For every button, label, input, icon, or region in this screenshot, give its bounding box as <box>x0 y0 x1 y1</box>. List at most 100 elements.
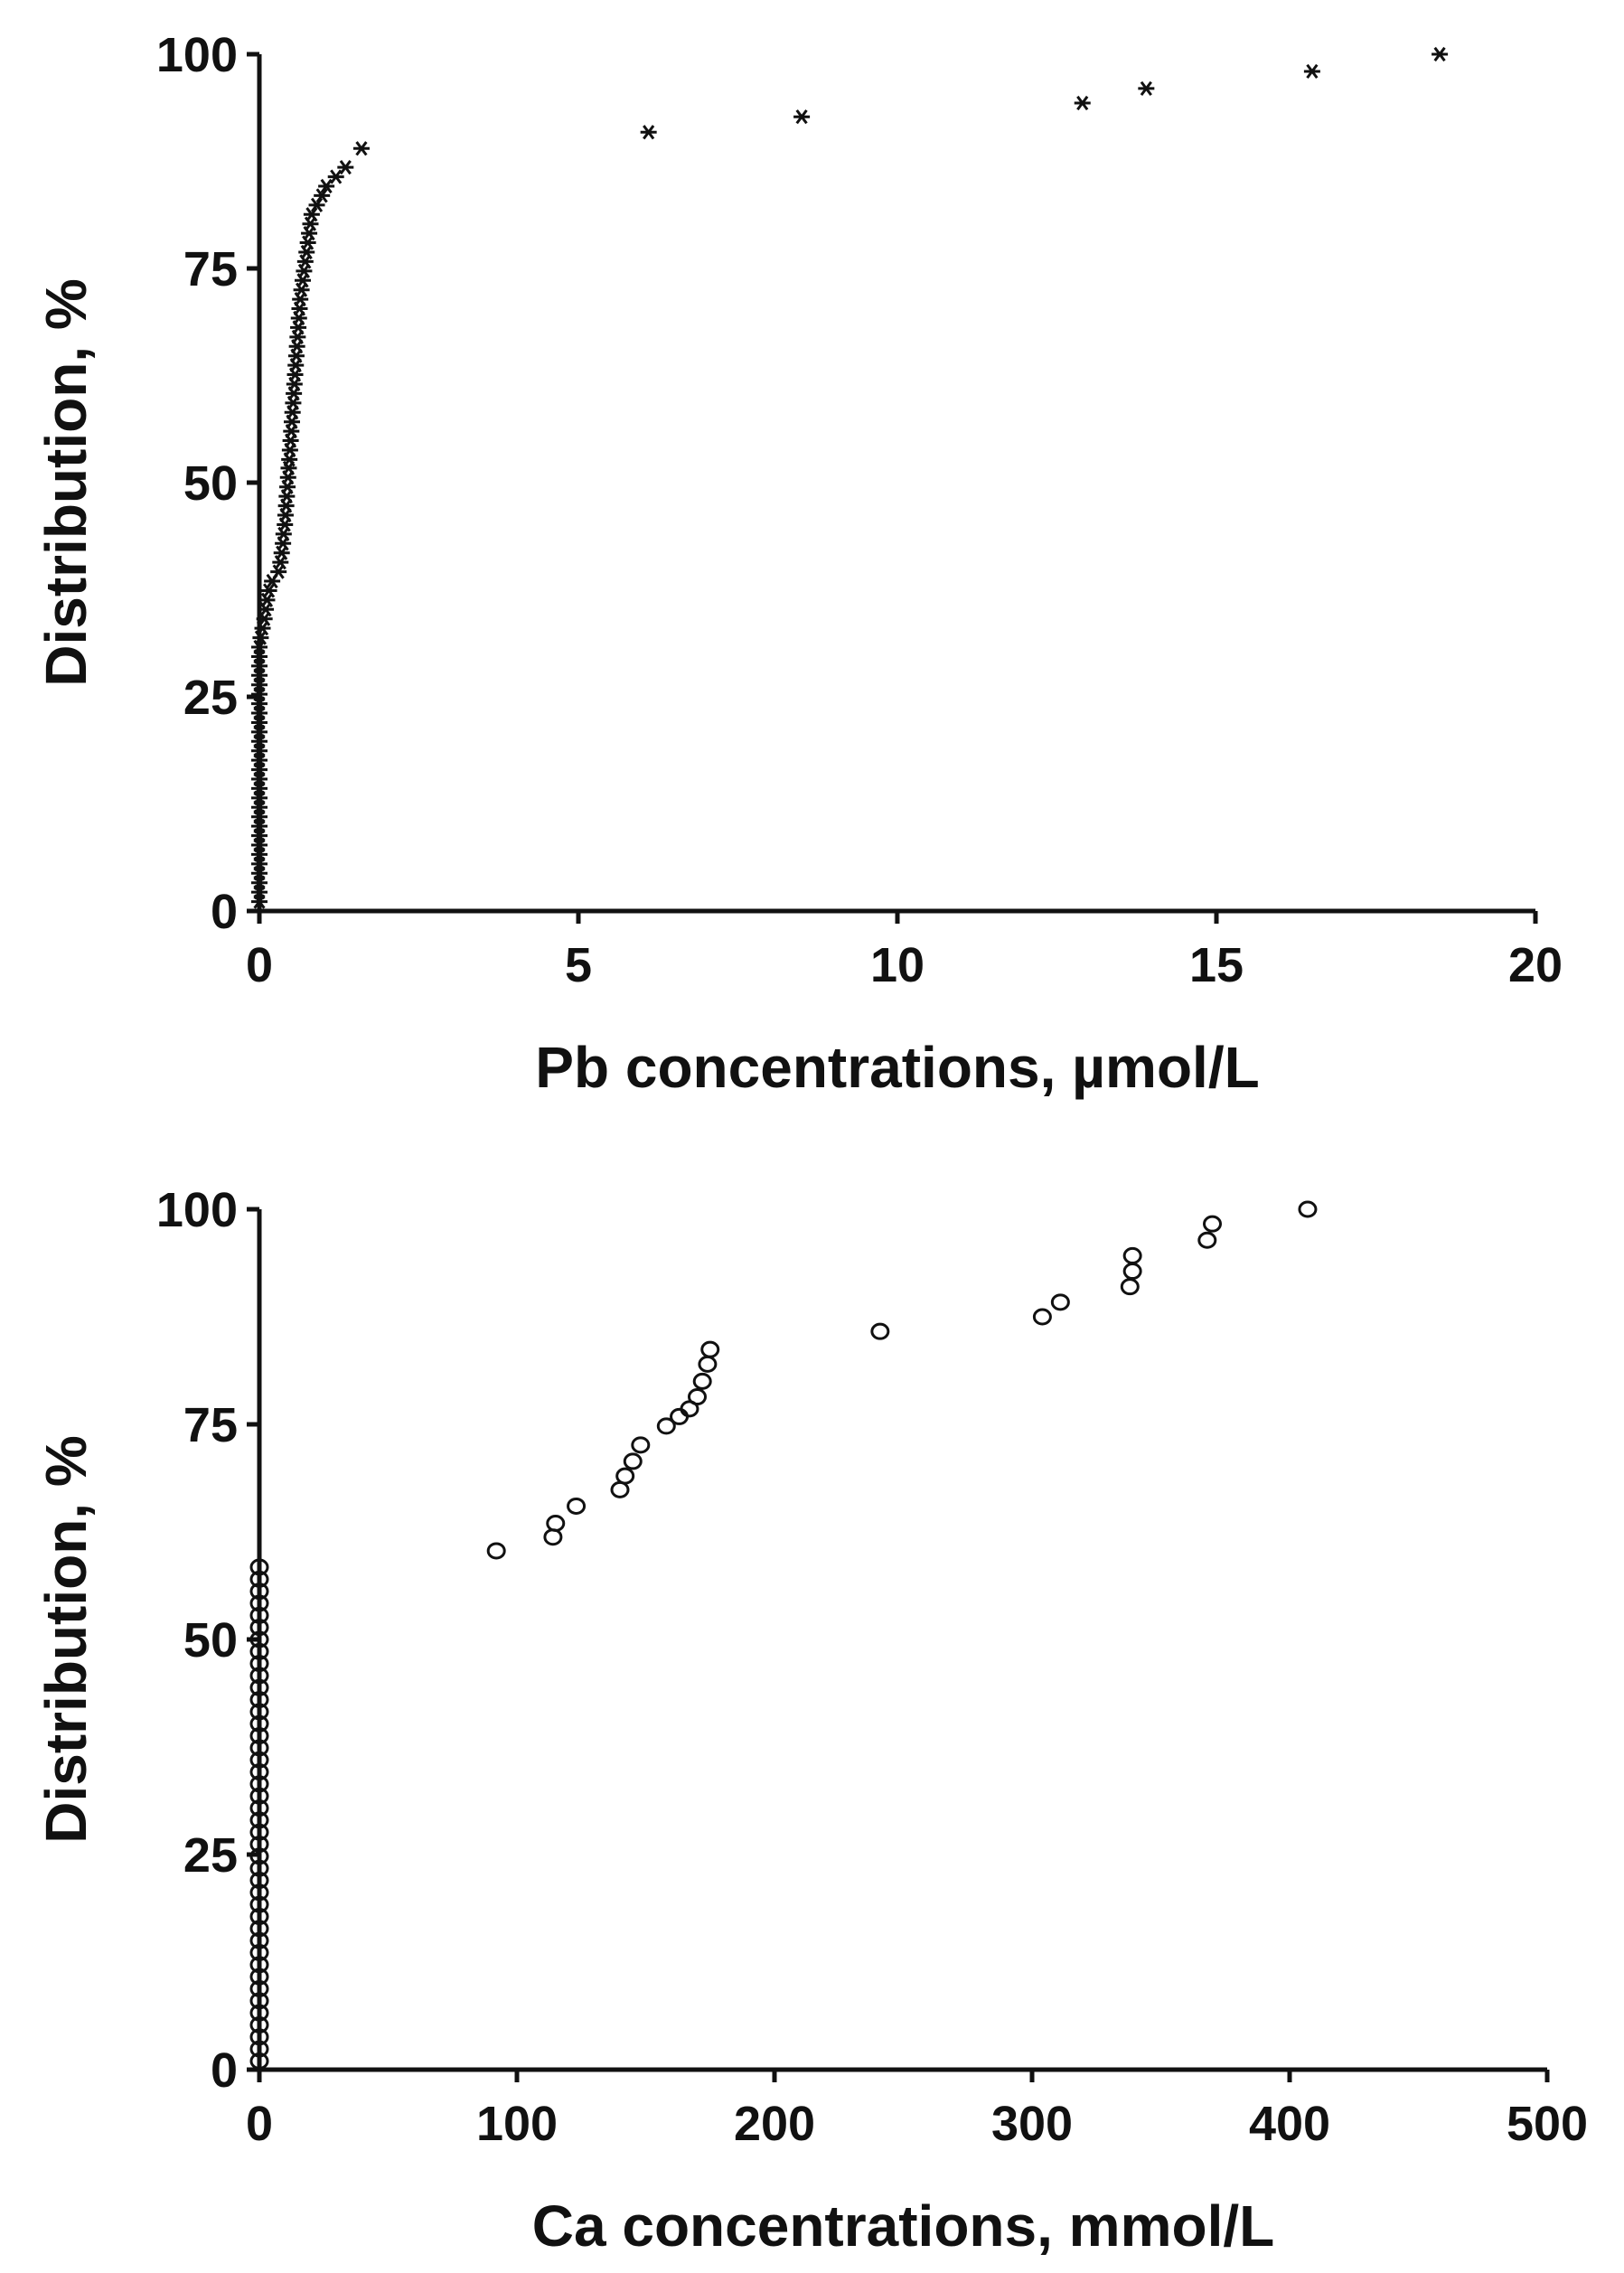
y-tick-label: 25 <box>183 671 238 725</box>
x-tick-label: 5 <box>565 938 592 992</box>
data-point <box>318 178 335 194</box>
y-tick-label: 0 <box>211 2043 238 2098</box>
x-tick-label: 500 <box>1507 2097 1588 2151</box>
data-point <box>249 1583 269 1601</box>
x-tick-label: 15 <box>1189 938 1244 992</box>
x-tick-label: 200 <box>734 2097 815 2151</box>
data-point <box>1050 1293 1070 1311</box>
ca-y-ticks: 0 25 50 75 100 <box>156 1183 259 2098</box>
y-tick-label: 0 <box>211 885 238 939</box>
data-point <box>1138 80 1155 97</box>
data-point <box>1074 95 1091 111</box>
data-point <box>249 1872 269 1890</box>
data-point <box>337 160 354 175</box>
data-point <box>700 1340 720 1358</box>
data-point <box>249 1606 269 1624</box>
data-point <box>249 1727 269 1745</box>
y-tick-label: 75 <box>183 242 238 296</box>
y-tick-label: 50 <box>183 456 238 511</box>
pb-x-axis-title: Pb concentrations, µmol/L <box>535 1035 1259 1100</box>
x-tick-label: 20 <box>1508 938 1563 992</box>
data-point <box>249 1751 269 1769</box>
data-point <box>1122 1246 1142 1264</box>
data-point <box>249 2052 269 2070</box>
data-point <box>656 1417 676 1435</box>
data-point <box>249 1787 269 1805</box>
data-point <box>249 1655 269 1673</box>
data-point <box>249 1847 269 1865</box>
x-tick-label: 0 <box>246 938 273 992</box>
ca-y-axis-title: Distribution, % <box>33 1435 99 1844</box>
pb-points <box>251 46 1449 909</box>
data-point <box>249 1836 269 1854</box>
data-point <box>1197 1231 1217 1249</box>
data-point <box>1203 1215 1222 1233</box>
data-point <box>249 1944 269 1962</box>
x-tick-label: 400 <box>1249 2097 1330 2151</box>
ca-x-ticks: 0 100 200 300 400 500 <box>246 2070 1588 2151</box>
data-point <box>640 125 657 140</box>
x-tick-label: 10 <box>870 938 925 992</box>
data-point <box>870 1322 890 1340</box>
data-point <box>352 141 370 156</box>
data-point <box>688 1388 707 1406</box>
y-tick-label: 75 <box>183 1398 238 1452</box>
data-point <box>249 1678 269 1696</box>
data-point <box>1032 1308 1052 1326</box>
pb-y-ticks: 0 25 50 75 100 <box>156 28 259 939</box>
pb-x-ticks: 0 5 10 15 20 <box>246 911 1563 992</box>
ca-points <box>249 1200 1318 2070</box>
data-point <box>610 1480 630 1498</box>
data-point <box>249 1908 269 1926</box>
x-tick-label: 300 <box>991 2097 1073 2151</box>
data-point <box>623 1452 643 1470</box>
data-point <box>249 1992 269 2010</box>
y-tick-label: 25 <box>183 1828 238 1883</box>
data-point <box>631 1436 651 1454</box>
data-point <box>249 2015 269 2033</box>
data-point <box>249 1859 269 1877</box>
data-point <box>249 1968 269 1986</box>
data-point <box>249 1691 269 1709</box>
data-point <box>1122 1263 1142 1281</box>
data-point <box>303 207 320 222</box>
ca-x-axis-title: Ca concentrations, mmol/L <box>532 2193 1274 2259</box>
chart-pb: 0 5 10 15 20 0 25 50 75 100 Pb concentrations, µ… <box>33 28 1563 1100</box>
data-point <box>567 1497 587 1515</box>
data-point <box>249 1739 269 1757</box>
data-point <box>249 1570 269 1588</box>
data-point <box>249 1619 269 1637</box>
data-point <box>615 1467 635 1485</box>
data-point <box>314 188 331 203</box>
data-point <box>670 1407 690 1425</box>
data-point <box>249 1823 269 1841</box>
y-tick-label: 100 <box>156 1183 238 1237</box>
data-point <box>308 197 325 212</box>
data-point <box>249 1775 269 1793</box>
data-point <box>698 1355 718 1373</box>
data-point <box>249 1811 269 1829</box>
data-point <box>543 1528 563 1546</box>
data-point <box>793 109 811 125</box>
data-point <box>249 1763 269 1781</box>
data-point <box>249 1667 269 1685</box>
data-point <box>249 1920 269 1938</box>
data-point <box>327 169 344 184</box>
data-point <box>249 1883 269 1902</box>
data-point <box>260 583 277 598</box>
data-point <box>249 1799 269 1817</box>
data-point <box>692 1372 712 1390</box>
y-tick-label: 50 <box>183 1613 238 1667</box>
data-point <box>249 1594 269 1612</box>
data-point <box>486 1542 506 1560</box>
data-point <box>546 1514 566 1532</box>
data-point <box>249 2040 269 2058</box>
data-point <box>249 1980 269 1998</box>
data-point <box>249 1630 269 1648</box>
x-tick-label: 0 <box>246 2097 273 2151</box>
pb-y-axis-title: Distribution, % <box>33 278 99 687</box>
chart-ca: 0 100 200 300 400 500 0 25 50 75 100 Ca concentra… <box>33 1183 1588 2259</box>
data-point <box>249 1558 269 1576</box>
data-point <box>249 2028 269 2046</box>
